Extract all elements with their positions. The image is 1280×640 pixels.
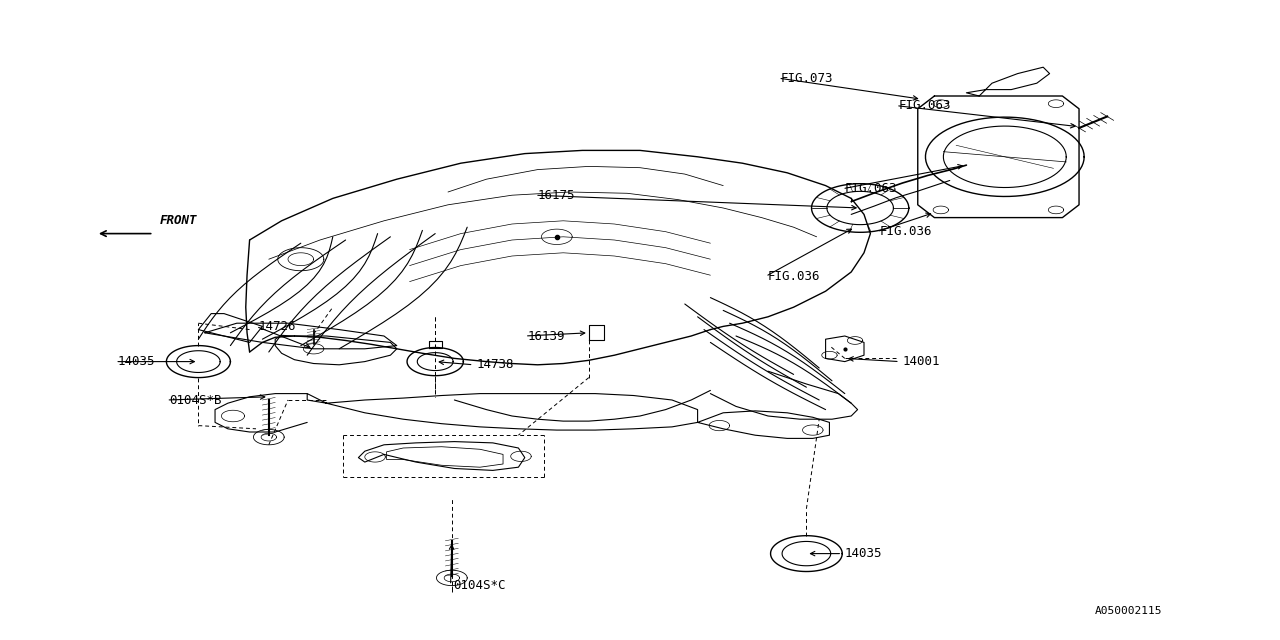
Text: A050002115: A050002115 <box>1094 605 1162 616</box>
Text: FIG.036: FIG.036 <box>879 225 932 238</box>
Text: FIG.063: FIG.063 <box>899 99 951 112</box>
Text: 14738: 14738 <box>476 358 513 371</box>
Text: FIG.063: FIG.063 <box>845 182 897 195</box>
Text: 16175: 16175 <box>538 189 575 202</box>
Text: FIG.036: FIG.036 <box>768 270 820 283</box>
Text: 14001: 14001 <box>902 355 940 368</box>
Text: 0104S*C: 0104S*C <box>453 579 506 592</box>
Text: 0104S*B: 0104S*B <box>169 394 221 406</box>
Text: 16139: 16139 <box>527 330 564 342</box>
Text: 14035: 14035 <box>118 355 155 368</box>
Text: FRONT: FRONT <box>160 214 197 227</box>
Text: 14035: 14035 <box>845 547 882 560</box>
Text: FIG.073: FIG.073 <box>781 72 833 84</box>
Text: 14726: 14726 <box>259 320 296 333</box>
